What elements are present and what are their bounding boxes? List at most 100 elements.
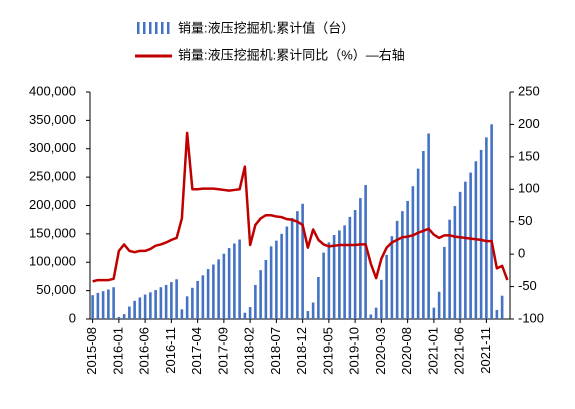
y2-tick-label: -100 <box>518 310 544 325</box>
legend: 销量:液压挖掘机:累计值（台） 销量:液压挖掘机:累计同比（%）—右轴 <box>135 20 405 62</box>
bar <box>248 307 252 319</box>
bar <box>332 235 336 319</box>
bar <box>364 185 367 319</box>
line <box>92 131 509 283</box>
bar <box>259 270 262 319</box>
bar <box>322 252 325 319</box>
bar <box>306 311 310 319</box>
bar <box>432 307 436 319</box>
bar <box>401 211 404 319</box>
bar <box>180 309 184 319</box>
bar <box>233 243 236 319</box>
x-tick-label: 2016-11 <box>163 327 178 374</box>
y2-tick-label: -50 <box>518 278 537 293</box>
bar <box>133 300 136 319</box>
bar <box>443 246 446 319</box>
bar <box>296 211 299 319</box>
bar <box>338 230 341 319</box>
bar <box>96 292 100 319</box>
x-tick-label: 2019-10 <box>347 327 362 375</box>
bar <box>458 191 462 319</box>
y2-tick-label: 0 <box>518 246 525 261</box>
bar <box>269 246 273 319</box>
bar <box>280 233 283 319</box>
bar <box>327 242 331 319</box>
bar <box>154 290 157 319</box>
bar <box>191 287 194 319</box>
legend-swatch <box>167 22 170 34</box>
x-tick-label: 2021-01 <box>425 327 440 375</box>
y-tick-label: 350,000 <box>29 112 76 127</box>
bar <box>128 306 131 319</box>
legend-label: 销量:液压挖掘机:累计值（台） <box>178 20 354 35</box>
legend-label: 销量:液压挖掘机:累计同比（%）—右轴 <box>178 47 405 62</box>
bar <box>122 314 126 319</box>
bar <box>227 248 231 319</box>
bar <box>395 220 399 319</box>
y-tick-label: 250,000 <box>29 169 76 184</box>
bar <box>112 287 115 319</box>
bar <box>91 295 94 319</box>
x-tick-label: 2016-01 <box>110 327 125 375</box>
legend-swatch <box>161 22 164 34</box>
bar <box>479 149 483 319</box>
x-tick-label: 2020-03 <box>373 327 388 375</box>
bar <box>369 314 373 319</box>
bar <box>390 236 394 319</box>
legend-swatch <box>143 22 146 34</box>
y-tick-label: 400,000 <box>29 83 76 98</box>
bar <box>490 124 493 319</box>
x-tick-label: 2019-05 <box>320 327 335 375</box>
bar <box>159 287 163 319</box>
bar <box>290 217 294 319</box>
x-tick-label: 2018-02 <box>242 327 257 375</box>
bar <box>406 200 409 319</box>
bar <box>275 240 278 319</box>
bar <box>359 198 362 319</box>
bar <box>495 309 499 319</box>
bar <box>138 297 142 319</box>
bar <box>185 296 189 319</box>
bar <box>348 216 352 319</box>
bar <box>485 137 488 319</box>
y-tick-label: 300,000 <box>29 140 76 155</box>
bar <box>212 264 215 319</box>
bar <box>311 302 315 319</box>
y2-tick-label: 200 <box>518 116 540 131</box>
y-tick-label: 50,000 <box>36 282 76 297</box>
legend-swatch <box>149 22 152 34</box>
bar <box>374 307 378 319</box>
x-tick-label: 2021-06 <box>452 327 467 375</box>
x-tick-label: 2020-08 <box>399 327 414 375</box>
bar <box>301 203 304 319</box>
y-tick-label: 200,000 <box>29 197 76 212</box>
x-tick-label: 2021-11 <box>478 327 493 374</box>
bar <box>264 259 268 319</box>
bar <box>353 210 357 319</box>
x-tick-label: 2016-06 <box>137 327 152 375</box>
x-tick-label: 2018-12 <box>294 327 309 375</box>
bar <box>453 206 457 319</box>
bar <box>217 259 220 319</box>
bar <box>416 168 420 319</box>
y-tick-label: 0 <box>69 310 76 325</box>
y-tick-label: 150,000 <box>29 225 76 240</box>
bar <box>117 316 121 319</box>
bar <box>143 294 147 319</box>
bar <box>101 291 105 319</box>
legend-swatch <box>155 22 158 34</box>
y2-tick-label: 50 <box>518 213 532 228</box>
bar <box>107 289 110 319</box>
bar <box>437 291 441 319</box>
bar <box>201 275 205 319</box>
bar <box>170 282 173 319</box>
bar <box>317 277 320 319</box>
y-tick-label: 100,000 <box>29 254 76 269</box>
bar <box>149 292 152 319</box>
bar <box>285 226 289 319</box>
bar <box>243 312 247 319</box>
x-tick-label: 2017-04 <box>189 327 204 375</box>
bar <box>238 239 241 319</box>
bar <box>343 225 346 319</box>
